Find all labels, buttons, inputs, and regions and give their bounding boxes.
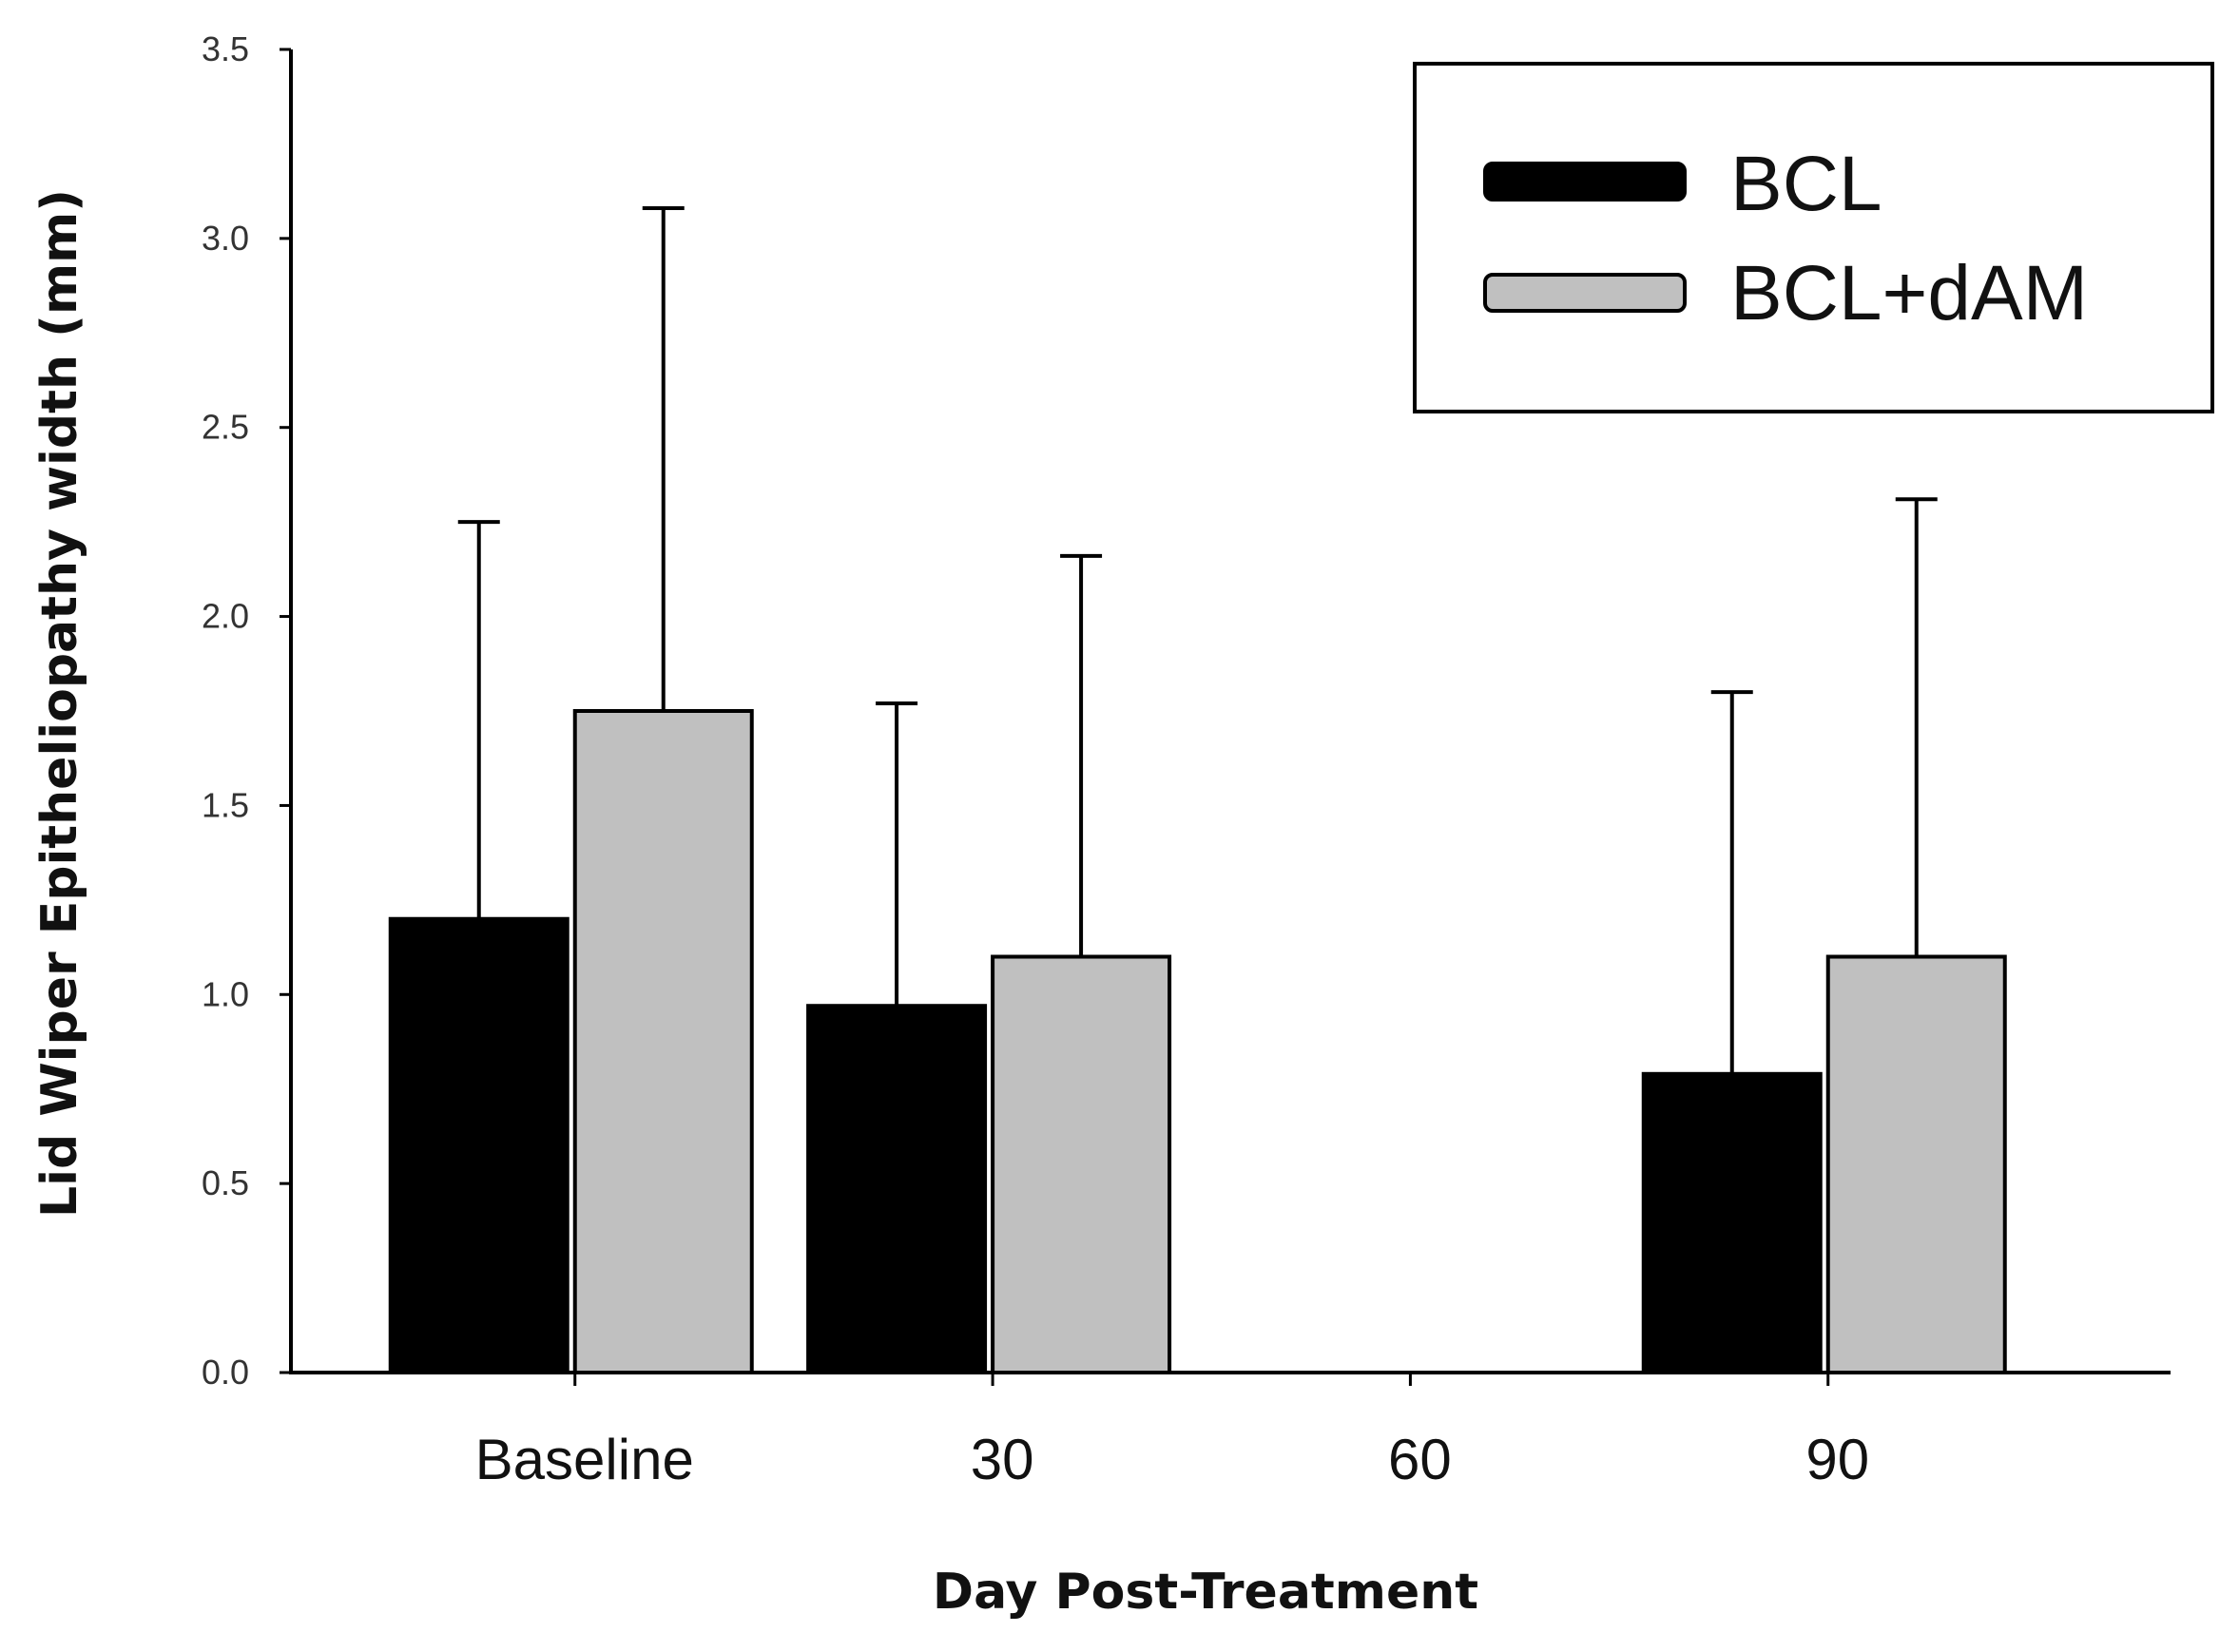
x-tick-label: 30 <box>971 1428 1034 1491</box>
y-tick-label: 2.5 <box>202 408 249 447</box>
x-tick-label: Baseline <box>475 1428 694 1491</box>
y-tick-label: 2.0 <box>202 597 249 636</box>
bar-bcl-dam <box>991 954 1172 1374</box>
y-tick-label: 1.5 <box>202 785 249 824</box>
legend-swatch-bcl <box>1483 162 1687 202</box>
legend-label-bcl: BCL <box>1730 141 1882 227</box>
x-ticks: Baseline 30 60 90 <box>475 1373 1869 1491</box>
legend-swatch-bcl-dam <box>1483 273 1687 313</box>
y-tick-label: 3.0 <box>202 219 249 258</box>
y-tick-label: 1.0 <box>202 974 249 1013</box>
y-tick-label: 3.5 <box>202 29 249 68</box>
legend: BCL BCL+dAM <box>1413 62 2214 413</box>
x-axis-title: Day Post-Treatment <box>933 1564 1478 1621</box>
legend-label-bcl-dam: BCL+dAM <box>1730 250 2088 336</box>
x-tick-label: 90 <box>1805 1428 1869 1491</box>
bar-bcl-dam <box>1825 954 2007 1374</box>
legend-box <box>1413 62 2214 413</box>
x-tick-label: 60 <box>1388 1428 1452 1491</box>
y-tick-label: 0.5 <box>202 1163 249 1202</box>
bar-bcl <box>388 916 569 1374</box>
bar-bcl-dam <box>572 709 754 1374</box>
bar-bcl <box>1641 1071 1823 1374</box>
y-axis-title: Lid Wiper Epitheliopathy width (mm) <box>31 189 88 1218</box>
bar-bcl <box>806 1004 988 1375</box>
y-tick-label: 0.0 <box>202 1353 249 1392</box>
axes-layer <box>289 49 2171 1374</box>
y-ticks: 0.0 0.5 1.0 1.5 2.0 2.5 3.0 3.5 <box>202 29 291 1392</box>
